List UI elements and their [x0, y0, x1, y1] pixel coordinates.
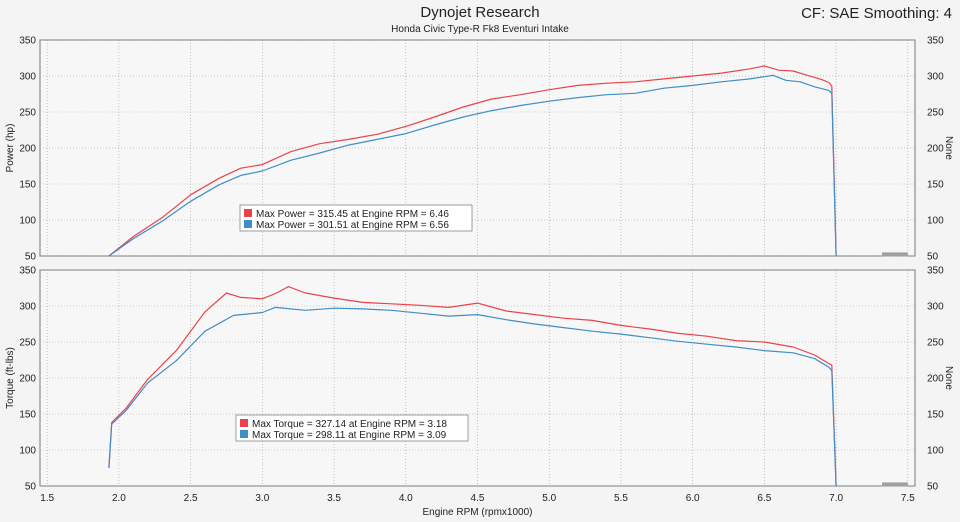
- power-plot: 50 50 100 100 150 150 200 200 250 250 300 300 350 350…: [5, 36, 954, 263]
- y2-tick-label: 200: [927, 144, 944, 155]
- y2-tick-label: 350: [927, 36, 944, 47]
- y2-tick-label: 300: [927, 72, 944, 83]
- y2-tick-label: 250: [927, 338, 944, 349]
- y-tick-label: 100: [19, 216, 36, 227]
- y-tick-label: 50: [25, 482, 37, 493]
- legend-swatch: [244, 220, 252, 228]
- y2-tick-label: 50: [927, 252, 939, 263]
- y-tick-label: 250: [19, 108, 36, 119]
- y-tick-label: 300: [19, 72, 36, 83]
- series-line-1: [108, 65, 837, 257]
- series-line-2: [108, 74, 837, 257]
- legend-label: Max Torque = 327.14 at Engine RPM = 3.18: [252, 419, 447, 430]
- legend-box: [239, 204, 473, 232]
- y2-tick-label: 150: [927, 410, 944, 421]
- y-tick-label: 250: [19, 338, 36, 349]
- legend: Max Torque = 327.14 at Engine RPM = 3.18…: [235, 414, 469, 442]
- x-tick-label: 2.5: [184, 493, 198, 504]
- x-tick-label: 4.5: [471, 493, 485, 504]
- y-tick-label: 350: [19, 36, 36, 47]
- legend-swatch: [244, 209, 252, 217]
- y2-tick-label: 350: [927, 266, 944, 277]
- legend-box: [235, 414, 469, 442]
- y-tick-label: 200: [19, 144, 36, 155]
- y2-tick-label: 50: [927, 482, 939, 493]
- x-tick-label: 5.5: [614, 493, 628, 504]
- y-tick-label: 50: [25, 252, 37, 263]
- y-tick-label: 300: [19, 302, 36, 313]
- y2-tick-label: 100: [927, 216, 944, 227]
- y2-tick-label: 200: [927, 374, 944, 385]
- x-tick-label: 5.0: [542, 493, 556, 504]
- x-tick-label: 7.5: [901, 493, 915, 504]
- y-axis-label: Torque (ft-lbs): [5, 347, 16, 409]
- series-line-1: [108, 286, 837, 487]
- y2-axis-label: None: [943, 366, 954, 390]
- series-line-2: [108, 306, 837, 487]
- y2-axis-label: None: [943, 136, 954, 160]
- x-tick-label: 6.5: [757, 493, 771, 504]
- y-tick-label: 350: [19, 266, 36, 277]
- y-tick-label: 150: [19, 410, 36, 421]
- y2-tick-label: 300: [927, 302, 944, 313]
- y2-tick-label: 100: [927, 446, 944, 457]
- legend-swatch: [240, 419, 248, 427]
- y-axis-label: Power (hp): [5, 124, 16, 173]
- correction-factor-label: CF: SAE Smoothing: 4: [801, 5, 952, 22]
- legend: Max Power = 315.45 at Engine RPM = 6.46M…: [239, 204, 473, 232]
- y2-tick-label: 250: [927, 108, 944, 119]
- range-marker: [882, 252, 908, 257]
- y2-tick-label: 150: [927, 180, 944, 191]
- x-tick-label: 3.0: [255, 493, 269, 504]
- y-tick-label: 150: [19, 180, 36, 191]
- x-tick-label: 3.5: [327, 493, 341, 504]
- x-tick-label: 1.5: [40, 493, 54, 504]
- x-tick-label: 4.0: [399, 493, 413, 504]
- x-tick-label: 2.0: [112, 493, 126, 504]
- x-tick-label: 7.0: [829, 493, 843, 504]
- legend-label: Max Power = 301.51 at Engine RPM = 6.56: [256, 220, 449, 231]
- x-tick-label: 6.0: [686, 493, 700, 504]
- legend-swatch: [240, 430, 248, 438]
- range-marker: [882, 482, 908, 487]
- legend-label: Max Torque = 298.11 at Engine RPM = 3.09: [252, 430, 447, 441]
- y-tick-label: 200: [19, 374, 36, 385]
- y-tick-label: 100: [19, 446, 36, 457]
- chart-title: Dynojet Research: [420, 4, 540, 21]
- torque-plot: 50 50 100 100 150 150 200 200 250 250 300 300 350 350…: [5, 266, 954, 519]
- chart-subtitle: Honda Civic Type-R Fk8 Eventuri Intake: [391, 24, 569, 35]
- x-axis-label: Engine RPM (rpmx1000): [422, 507, 532, 518]
- legend-label: Max Power = 315.45 at Engine RPM = 6.46: [256, 209, 449, 220]
